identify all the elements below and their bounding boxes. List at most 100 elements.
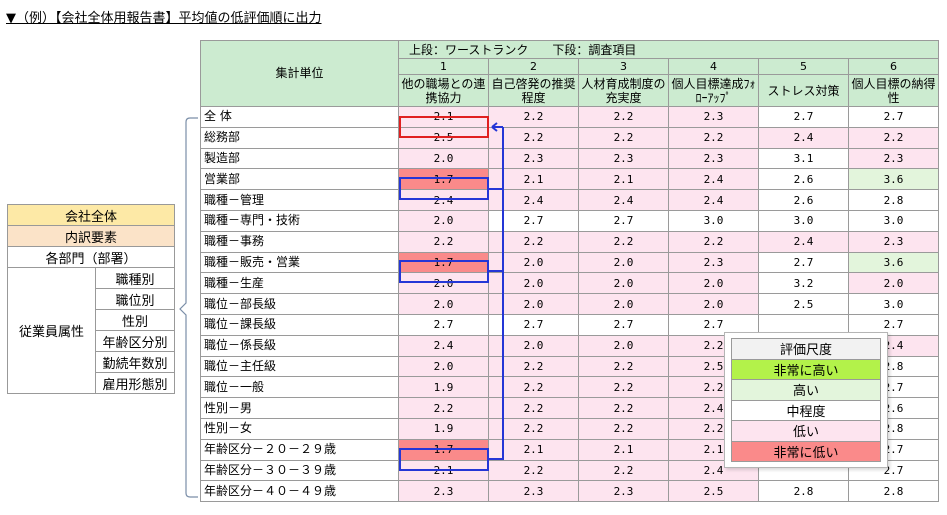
table-row: 全 体 2.1 2.2 2.2 2.3 2.7 2.7 bbox=[200, 106, 939, 128]
row-label: 性別－男 bbox=[200, 397, 399, 419]
score-cell: 3.0 bbox=[848, 293, 939, 315]
scale-very-low: 非常に低い bbox=[731, 440, 881, 462]
score-cell: 2.1 bbox=[578, 168, 669, 191]
unit-header: 集計単位 bbox=[200, 40, 399, 107]
table-row: 職種－管理 2.4 2.4 2.4 2.4 2.6 2.8 bbox=[200, 189, 939, 211]
survey-item-header: 個人目標の納得性 bbox=[848, 74, 939, 107]
score-cell: 2.7 bbox=[668, 313, 759, 336]
row-label: 職位－一般 bbox=[200, 376, 399, 399]
scale-very-high: 非常に高い bbox=[731, 358, 881, 380]
row-label: 職種－事務 bbox=[200, 230, 399, 253]
score-cell: 2.7 bbox=[848, 106, 939, 128]
legend-company: 会社全体 bbox=[7, 204, 175, 226]
score-cell: 2.4 bbox=[578, 189, 669, 211]
score-cell: 2.6 bbox=[758, 168, 849, 191]
table-row: 職種－販売・営業 1.7 2.0 2.0 2.3 2.7 3.6 bbox=[200, 251, 939, 274]
score-cell: 2.3 bbox=[848, 147, 939, 170]
score-cell: 2.0 bbox=[488, 334, 579, 357]
score-cell: 2.0 bbox=[578, 251, 669, 274]
score-cell: 3.6 bbox=[848, 251, 939, 274]
connector-lines bbox=[489, 127, 504, 460]
row-label: 職種－販売・営業 bbox=[200, 251, 399, 274]
score-cell: 2.2 bbox=[578, 230, 669, 253]
score-cell: 3.1 bbox=[758, 147, 849, 170]
score-cell: 2.4 bbox=[668, 189, 759, 211]
score-cell: 2.2 bbox=[488, 459, 579, 482]
rank-legend-header: 上段：ワーストランク 下段：調査項目 bbox=[398, 40, 939, 59]
score-cell: 2.2 bbox=[398, 230, 489, 253]
row-label: 営業部 bbox=[200, 168, 399, 191]
row-label: 性別－女 bbox=[200, 417, 399, 440]
rank-number: 3 bbox=[578, 58, 669, 75]
table-row: 職種－生産 2.0 2.0 2.0 2.0 3.2 2.0 bbox=[200, 272, 939, 295]
score-cell: 2.0 bbox=[398, 355, 489, 378]
score-cell: 3.2 bbox=[758, 272, 849, 295]
survey-item-header: 自己啓発の推奨程度 bbox=[488, 74, 579, 107]
connector-arrow bbox=[491, 122, 503, 132]
score-cell: 2.2 bbox=[848, 126, 939, 149]
score-cell: 2.7 bbox=[398, 313, 489, 336]
evaluation-scale-legend: 評価尺度 非常に高い 高い 中程度 低い 非常に低い bbox=[724, 332, 888, 468]
rank-number: 2 bbox=[488, 58, 579, 75]
score-cell: 2.0 bbox=[578, 272, 669, 295]
score-cell: 2.2 bbox=[578, 355, 669, 378]
score-cell: 2.7 bbox=[758, 251, 849, 274]
score-cell: 2.2 bbox=[578, 376, 669, 399]
score-cell: 2.7 bbox=[848, 313, 939, 336]
score-cell: 2.4 bbox=[758, 126, 849, 149]
score-cell: 3.0 bbox=[848, 209, 939, 232]
score-cell: 2.2 bbox=[578, 417, 669, 440]
rank-number: 1 bbox=[398, 58, 489, 75]
score-cell: 2.0 bbox=[398, 209, 489, 232]
score-cell: 1.7 bbox=[398, 251, 489, 274]
score-cell: 2.3 bbox=[488, 480, 579, 503]
score-cell: 2.0 bbox=[848, 272, 939, 295]
score-cell: 2.3 bbox=[488, 147, 579, 170]
score-cell: 2.0 bbox=[668, 272, 759, 295]
table-row: 職位－部長級 2.0 2.0 2.0 2.0 2.5 3.0 bbox=[200, 293, 939, 315]
score-cell: 2.0 bbox=[578, 293, 669, 315]
scale-title: 評価尺度 bbox=[731, 338, 881, 360]
row-label: 職種－生産 bbox=[200, 272, 399, 295]
score-cell: 2.4 bbox=[398, 334, 489, 357]
table-row: 営業部 1.7 2.1 2.1 2.4 2.6 3.6 bbox=[200, 168, 939, 191]
score-cell: 2.7 bbox=[488, 209, 579, 232]
row-label: 年齢区分－３０－３９歳 bbox=[200, 459, 399, 482]
table-row: 職種－事務 2.2 2.2 2.2 2.2 2.4 2.3 bbox=[200, 230, 939, 253]
score-cell: 2.2 bbox=[578, 459, 669, 482]
legend-departments: 各部門（部署） bbox=[7, 246, 175, 268]
row-label: 製造部 bbox=[200, 147, 399, 170]
score-cell: 2.0 bbox=[578, 334, 669, 357]
legend-attr-item: 職位別 bbox=[95, 288, 175, 310]
scale-high: 高い bbox=[731, 379, 881, 401]
score-cell: 3.0 bbox=[758, 209, 849, 232]
score-cell: 2.5 bbox=[668, 480, 759, 503]
row-label: 全 体 bbox=[200, 106, 399, 128]
score-cell: 2.3 bbox=[578, 480, 669, 503]
table-row: 製造部 2.0 2.3 2.3 2.3 3.1 2.3 bbox=[200, 147, 939, 170]
score-cell: 2.5 bbox=[758, 293, 849, 315]
score-cell: 2.4 bbox=[758, 230, 849, 253]
score-cell: 2.3 bbox=[668, 106, 759, 128]
score-cell: 1.9 bbox=[398, 376, 489, 399]
score-cell: 2.4 bbox=[398, 189, 489, 211]
survey-item-header: 人材育成制度の充実度 bbox=[578, 74, 669, 107]
left-bracket bbox=[179, 117, 198, 498]
table-row: 職位－課長級 2.7 2.7 2.7 2.7 2.7 bbox=[200, 313, 939, 336]
table-row: 職位－一般 1.9 2.2 2.2 2.2 2.7 bbox=[200, 376, 939, 399]
score-cell: 2.2 bbox=[488, 106, 579, 128]
row-label: 総務部 bbox=[200, 126, 399, 149]
table-row: 職種－専門・技術 2.0 2.7 2.7 3.0 3.0 3.0 bbox=[200, 209, 939, 232]
table-row: 年齢区分－３０－３９歳 2.1 2.2 2.2 2.4 2.7 bbox=[200, 459, 939, 482]
score-cell: 2.2 bbox=[668, 230, 759, 253]
row-label: 年齢区分－２０－２９歳 bbox=[200, 438, 399, 461]
legend-attr-item: 年齢区分別 bbox=[95, 330, 175, 352]
score-cell: 2.0 bbox=[668, 293, 759, 315]
score-cell: 2.4 bbox=[488, 189, 579, 211]
score-cell: 2.1 bbox=[578, 438, 669, 461]
legend-attributes: 従業員属性 bbox=[7, 267, 96, 394]
scale-low: 低い bbox=[731, 420, 881, 442]
report-heading: ▼（例）【会社全体用報告書】平均値の低評価順に出力 bbox=[6, 11, 322, 26]
score-cell: 2.2 bbox=[488, 230, 579, 253]
